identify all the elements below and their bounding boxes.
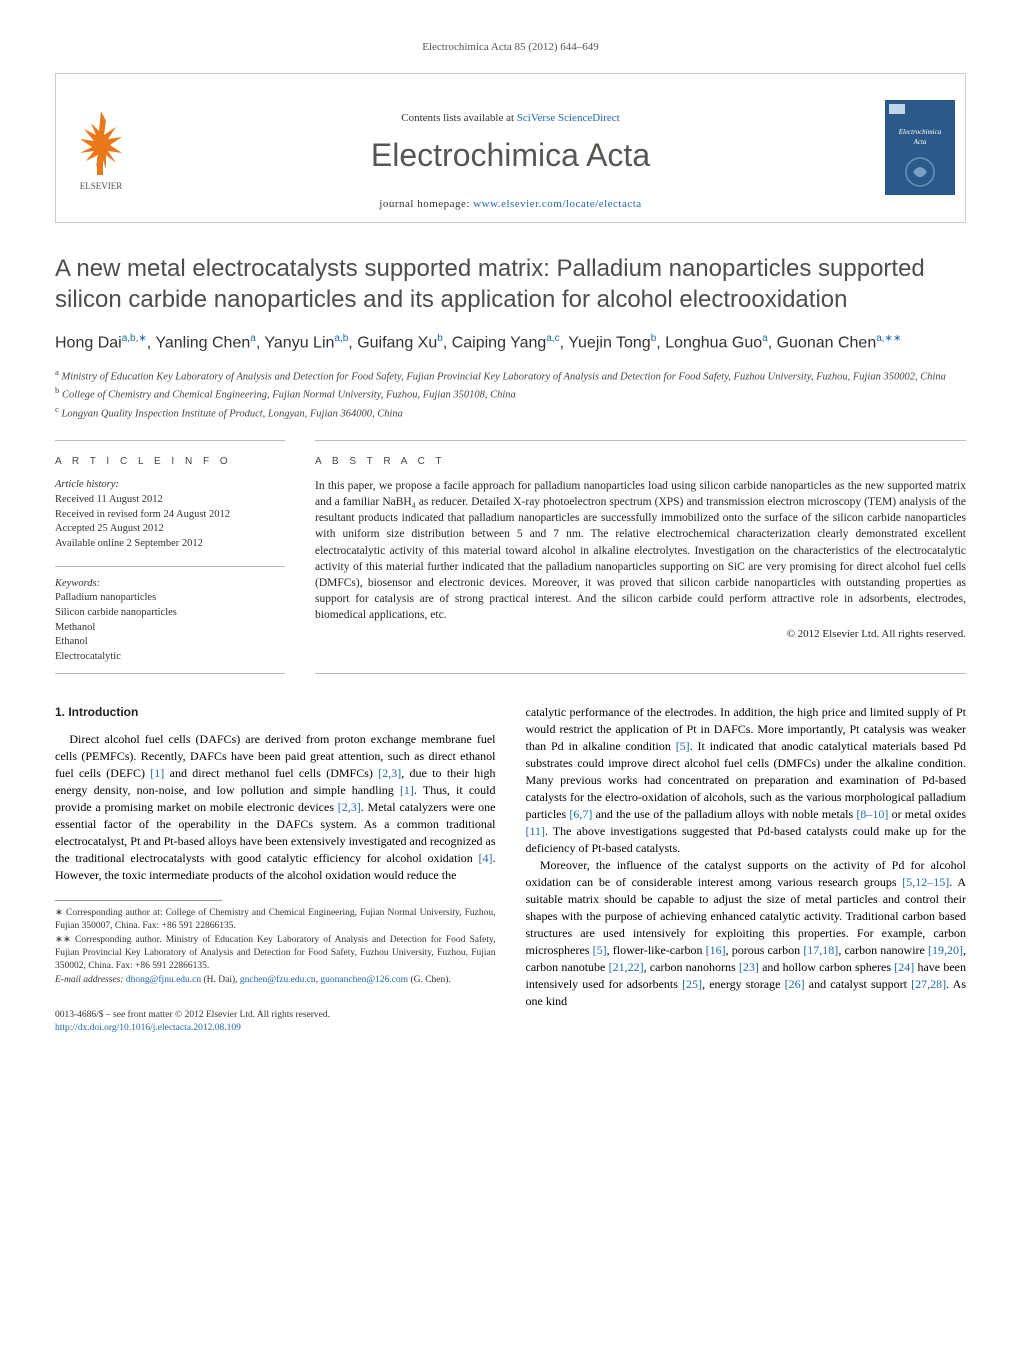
body-two-column: 1. Introduction Direct alcohol fuel cell…: [55, 704, 966, 1036]
contents-available-line: Contents lists available at SciVerse Sci…: [401, 111, 619, 126]
footnote-separator: [55, 900, 222, 901]
info-separator: [55, 566, 285, 567]
keyword: Palladium nanoparticles: [55, 591, 285, 606]
email-link[interactable]: gnchen@fzu.edu.cn: [240, 975, 316, 985]
left-column: 1. Introduction Direct alcohol fuel cell…: [55, 704, 496, 1036]
history-line: Accepted 25 August 2012: [55, 522, 285, 537]
article-info-block: a r t i c l e i n f o Article history: R…: [55, 441, 285, 665]
svg-text:Acta: Acta: [913, 138, 927, 146]
keyword: Methanol: [55, 621, 285, 636]
email-link[interactable]: guonanchen@126.com: [320, 975, 408, 985]
abstract-block: a b s t r a c t In this paper, we propos…: [315, 441, 966, 665]
article-info-heading: a r t i c l e i n f o: [55, 455, 285, 469]
keywords-label: Keywords:: [55, 577, 285, 592]
history-line: Received 11 August 2012: [55, 493, 285, 508]
email-who: (H. Dai),: [201, 975, 240, 985]
section-heading-introduction: 1. Introduction: [55, 704, 496, 721]
keyword: Ethanol: [55, 635, 285, 650]
journal-name: Electrochimica Acta: [371, 134, 650, 177]
corresponding-author-footnotes: ∗ Corresponding author at: College of Ch…: [55, 907, 496, 987]
affiliation-line: c Longyan Quality Inspection Institute o…: [55, 403, 966, 422]
email-who: (G. Chen).: [408, 975, 451, 985]
svg-text:ELSEVIER: ELSEVIER: [80, 181, 123, 191]
homepage-prefix: journal homepage:: [379, 198, 473, 210]
email-link[interactable]: dhong@fjnu.edu.cn: [126, 975, 201, 985]
body-paragraph: catalytic performance of the electrodes.…: [526, 704, 967, 857]
article-history: Article history: Received 11 August 2012…: [55, 478, 285, 551]
doi-link[interactable]: http://dx.doi.org/10.1016/j.electacta.20…: [55, 1023, 241, 1033]
history-line: Available online 2 September 2012: [55, 537, 285, 552]
email-label: E-mail addresses:: [55, 975, 126, 985]
journal-header: ELSEVIER Contents lists available at Sci…: [55, 73, 966, 223]
journal-cover-thumbnail: Electrochimica Acta: [875, 74, 965, 222]
journal-homepage-line: journal homepage: www.elsevier.com/locat…: [379, 197, 641, 212]
abstract-copyright: © 2012 Elsevier Ltd. All rights reserved…: [315, 627, 966, 642]
history-label: Article history:: [55, 478, 285, 493]
sciencedirect-link[interactable]: SciVerse ScienceDirect: [517, 112, 620, 124]
elsevier-logo: ELSEVIER: [56, 74, 146, 222]
contents-prefix: Contents lists available at: [401, 112, 516, 124]
footnote-emails: E-mail addresses: dhong@fjnu.edu.cn (H. …: [55, 974, 496, 987]
body-paragraph: Moreover, the influence of the catalyst …: [526, 857, 967, 1010]
journal-homepage-link[interactable]: www.elsevier.com/locate/electacta: [473, 198, 642, 210]
keyword: Electrocatalytic: [55, 650, 285, 665]
issn-text: 0013-4686/$ – see front matter © 2012 El…: [55, 1009, 496, 1022]
footnote-corr2: ∗∗ Corresponding author. Ministry of Edu…: [55, 934, 496, 974]
abstract-text: In this paper, we propose a facile appro…: [315, 478, 966, 623]
issn-copyright-line: 0013-4686/$ – see front matter © 2012 El…: [55, 1009, 496, 1036]
affiliation-line: b College of Chemistry and Chemical Engi…: [55, 384, 966, 403]
history-line: Received in revised form 24 August 2012: [55, 508, 285, 523]
author-list: Hong Daia,b,∗, Yanling Chena, Yanyu Lina…: [55, 331, 966, 355]
svg-text:Electrochimica: Electrochimica: [898, 128, 942, 136]
body-paragraph: Direct alcohol fuel cells (DAFCs) are de…: [55, 731, 496, 884]
abstract-heading: a b s t r a c t: [315, 455, 966, 469]
article-title: A new metal electrocatalysts supported m…: [55, 253, 966, 315]
right-column: catalytic performance of the electrodes.…: [526, 704, 967, 1036]
running-head-citation: Electrochimica Acta 85 (2012) 644–649: [55, 40, 966, 55]
keyword: Silicon carbide nanoparticles: [55, 606, 285, 621]
journal-header-center: Contents lists available at SciVerse Sci…: [146, 74, 875, 222]
keywords-block: Keywords: Palladium nanoparticles Silico…: [55, 577, 285, 665]
affiliation-line: a Ministry of Education Key Laboratory o…: [55, 366, 966, 385]
affiliation-list: a Ministry of Education Key Laboratory o…: [55, 366, 966, 422]
footnote-corr1: ∗ Corresponding author at: College of Ch…: [55, 907, 496, 934]
